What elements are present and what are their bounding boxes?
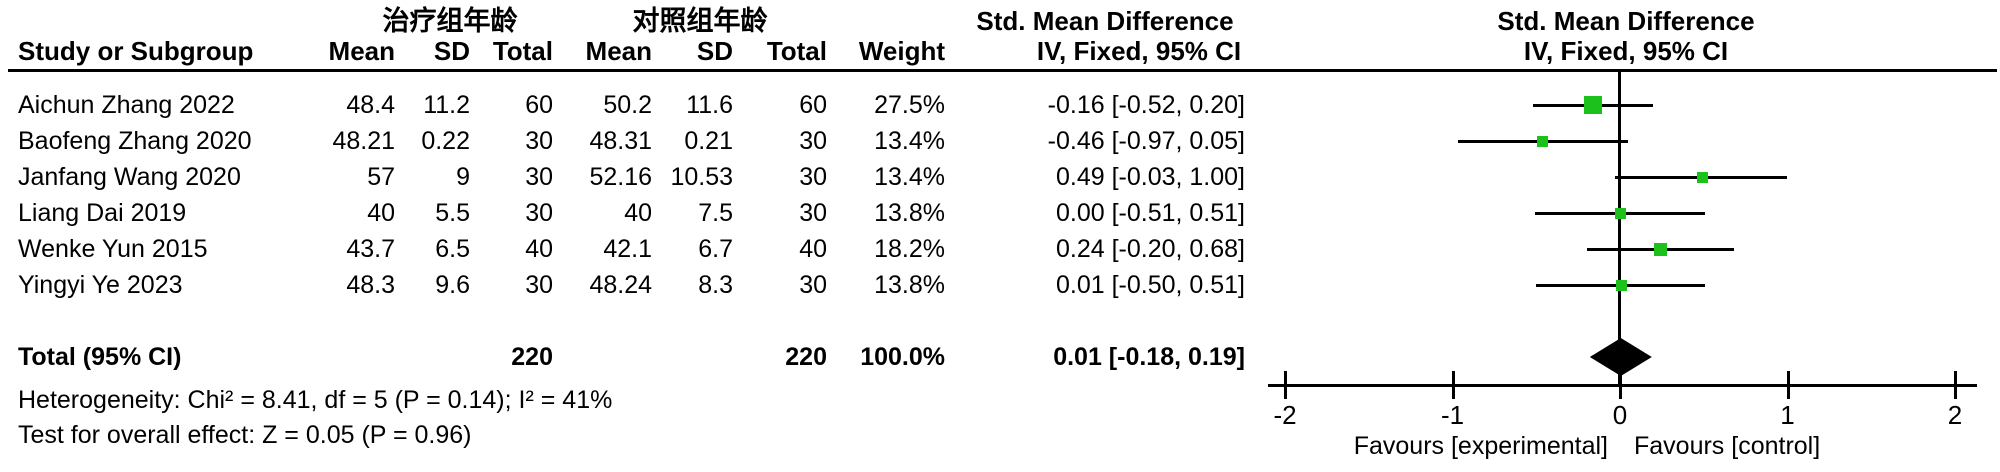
study-name: Wenke Yun 2015 bbox=[18, 235, 208, 263]
effect-square bbox=[1653, 242, 1667, 256]
weight-value: 27.5% bbox=[874, 91, 945, 119]
ci-value: 0.24 [-0.20, 0.68] bbox=[1055, 235, 1245, 263]
mean-experimental: 48.4 bbox=[346, 91, 395, 119]
sd-experimental: 5.5 bbox=[435, 199, 470, 227]
total-control: 40 bbox=[799, 235, 827, 263]
study-name: Liang Dai 2019 bbox=[18, 199, 187, 227]
ci-value: -0.16 [-0.52, 0.20] bbox=[1047, 91, 1245, 119]
mean-control: 52.16 bbox=[589, 163, 652, 191]
axis-tick-label: 1 bbox=[1780, 400, 1795, 430]
ci-value: 0.01 [-0.50, 0.51] bbox=[1055, 271, 1245, 299]
mean-control: 48.31 bbox=[589, 127, 652, 155]
sd-control: 0.21 bbox=[684, 127, 733, 155]
plot-header-ci: IV, Fixed, 95% CI bbox=[1523, 36, 1729, 66]
column-header-weight: Weight bbox=[858, 36, 945, 66]
mean-control: 42.1 bbox=[603, 235, 652, 263]
sd-control: 8.3 bbox=[698, 271, 733, 299]
zero-line bbox=[1618, 72, 1621, 385]
favours-left-label: Favours [experimental] bbox=[1353, 432, 1608, 460]
axis-tick-label: 2 bbox=[1947, 400, 1963, 430]
effect-square bbox=[1537, 135, 1549, 147]
ci-value: 0.49 [-0.03, 1.00] bbox=[1055, 163, 1245, 191]
heterogeneity-text: Heterogeneity: Chi² = 8.41, df = 5 (P = … bbox=[18, 386, 613, 414]
total-control: 30 bbox=[799, 127, 827, 155]
mean-control: 50.2 bbox=[603, 91, 652, 119]
column-header-study: Study or Subgroup bbox=[18, 36, 254, 66]
total-experimental: 30 bbox=[525, 163, 553, 191]
axis-tick bbox=[1284, 371, 1287, 399]
total-row-n1: 220 bbox=[511, 343, 553, 371]
weight-value: 13.4% bbox=[874, 163, 945, 191]
column-header-mean-2: Mean bbox=[585, 36, 652, 66]
mean-control: 48.24 bbox=[589, 271, 652, 299]
plot-header: Std. Mean Difference bbox=[1497, 6, 1755, 36]
study-name: Aichun Zhang 2022 bbox=[18, 91, 235, 119]
group1-header: 治疗组年龄 bbox=[382, 6, 518, 36]
sd-experimental: 11.2 bbox=[423, 91, 470, 119]
weight-value: 13.8% bbox=[874, 199, 945, 227]
mean-control: 40 bbox=[624, 199, 652, 227]
axis-tick bbox=[1451, 371, 1455, 399]
effect-square bbox=[1616, 279, 1628, 291]
total-control: 60 bbox=[799, 91, 827, 119]
axis-tick-label: -1 bbox=[1440, 400, 1465, 430]
axis-tick-label: -2 bbox=[1273, 400, 1297, 430]
total-row-n2: 220 bbox=[785, 343, 827, 371]
total-row-weight: 100.0% bbox=[860, 343, 945, 371]
effect-square bbox=[1614, 207, 1626, 219]
group2-header: 对照组年龄 bbox=[632, 6, 768, 36]
column-header-sd-2: SD bbox=[696, 36, 733, 66]
effect-header: Std. Mean Difference bbox=[976, 6, 1234, 36]
axis-tick bbox=[1619, 371, 1622, 399]
overall-effect-text: Test for overall effect: Z = 0.05 (P = 0… bbox=[18, 421, 472, 449]
total-row-label: Total (95% CI) bbox=[18, 343, 182, 371]
x-axis bbox=[1268, 384, 1977, 387]
total-row-ci: 0.01 [-0.18, 0.19] bbox=[1053, 343, 1245, 371]
mean-experimental: 57 bbox=[367, 163, 395, 191]
ci-value: -0.46 [-0.97, 0.05] bbox=[1047, 127, 1245, 155]
sd-control: 6.7 bbox=[698, 235, 733, 263]
mean-experimental: 40 bbox=[367, 199, 395, 227]
sd-experimental: 9.6 bbox=[435, 271, 470, 299]
total-experimental: 40 bbox=[525, 235, 553, 263]
total-experimental: 30 bbox=[525, 127, 553, 155]
study-name: Yingyi Ye 2023 bbox=[18, 271, 183, 299]
axis-tick bbox=[1954, 371, 1957, 399]
total-control: 30 bbox=[799, 163, 827, 191]
column-header-total-2: Total bbox=[766, 36, 827, 66]
weight-value: 13.8% bbox=[874, 271, 945, 299]
mean-experimental: 48.21 bbox=[332, 127, 395, 155]
effect-square bbox=[1696, 171, 1708, 183]
column-header-total-1: Total bbox=[492, 36, 553, 66]
weight-value: 13.4% bbox=[874, 127, 945, 155]
weight-value: 18.2% bbox=[874, 235, 945, 263]
pooled-diamond bbox=[1589, 338, 1652, 376]
mean-experimental: 48.3 bbox=[346, 271, 395, 299]
ci-value: 0.00 [-0.51, 0.51] bbox=[1055, 199, 1245, 227]
column-header-mean-1: Mean bbox=[328, 36, 395, 66]
sd-control: 10.53 bbox=[670, 163, 733, 191]
column-header-ci: IV, Fixed, 95% CI bbox=[1036, 36, 1242, 66]
mean-experimental: 43.7 bbox=[346, 235, 395, 263]
total-experimental: 30 bbox=[525, 199, 553, 227]
study-name: Janfang Wang 2020 bbox=[18, 163, 241, 191]
axis-tick bbox=[1786, 371, 1790, 399]
total-control: 30 bbox=[799, 199, 827, 227]
favours-right-label: Favours [control] bbox=[1634, 432, 1821, 460]
header-rule bbox=[8, 69, 1997, 72]
sd-experimental: 6.5 bbox=[435, 235, 470, 263]
sd-experimental: 9 bbox=[456, 163, 470, 191]
effect-square bbox=[1584, 96, 1603, 114]
total-experimental: 30 bbox=[525, 271, 553, 299]
axis-tick-label: 0 bbox=[1612, 400, 1628, 430]
sd-control: 7.5 bbox=[698, 199, 733, 227]
sd-experimental: 0.22 bbox=[421, 127, 470, 155]
sd-control: 11.6 bbox=[686, 91, 733, 119]
column-header-sd-1: SD bbox=[433, 36, 470, 66]
total-control: 30 bbox=[799, 271, 827, 299]
total-experimental: 60 bbox=[525, 91, 553, 119]
study-name: Baofeng Zhang 2020 bbox=[18, 127, 252, 155]
